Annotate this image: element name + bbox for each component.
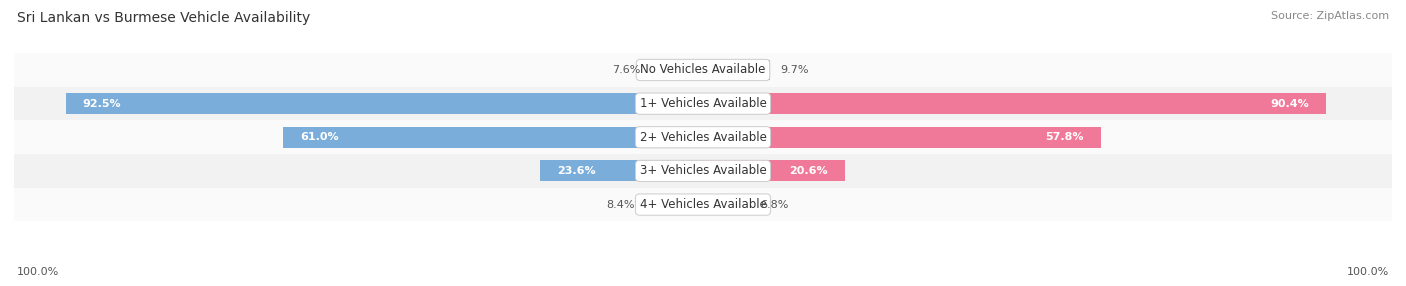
Text: 100.0%: 100.0%	[1347, 267, 1389, 277]
Bar	[703, 194, 749, 215]
Text: 8.4%: 8.4%	[606, 200, 634, 210]
Bar	[14, 154, 1392, 188]
Text: 90.4%: 90.4%	[1270, 99, 1309, 109]
Text: Source: ZipAtlas.com: Source: ZipAtlas.com	[1271, 11, 1389, 21]
Bar	[703, 93, 1326, 114]
Bar	[540, 160, 703, 181]
Text: 6.8%: 6.8%	[761, 200, 789, 210]
Bar	[645, 194, 703, 215]
Text: 23.6%: 23.6%	[558, 166, 596, 176]
Bar	[14, 87, 1392, 120]
Text: 3+ Vehicles Available: 3+ Vehicles Available	[640, 164, 766, 177]
Text: 92.5%: 92.5%	[83, 99, 121, 109]
Text: 20.6%: 20.6%	[789, 166, 828, 176]
Text: 9.7%: 9.7%	[780, 65, 808, 75]
Bar	[651, 59, 703, 80]
Bar	[14, 188, 1392, 221]
Bar	[703, 59, 770, 80]
Bar	[66, 93, 703, 114]
Text: 100.0%: 100.0%	[17, 267, 59, 277]
Bar	[703, 160, 845, 181]
Text: 61.0%: 61.0%	[299, 132, 339, 142]
Text: 2+ Vehicles Available: 2+ Vehicles Available	[640, 131, 766, 144]
Text: 4+ Vehicles Available: 4+ Vehicles Available	[640, 198, 766, 211]
Text: 7.6%: 7.6%	[612, 65, 640, 75]
Text: 57.8%: 57.8%	[1046, 132, 1084, 142]
Bar	[14, 120, 1392, 154]
Bar	[703, 127, 1101, 148]
Bar	[283, 127, 703, 148]
Bar	[14, 53, 1392, 87]
Text: Sri Lankan vs Burmese Vehicle Availability: Sri Lankan vs Burmese Vehicle Availabili…	[17, 11, 311, 25]
Text: 1+ Vehicles Available: 1+ Vehicles Available	[640, 97, 766, 110]
Text: No Vehicles Available: No Vehicles Available	[640, 63, 766, 76]
